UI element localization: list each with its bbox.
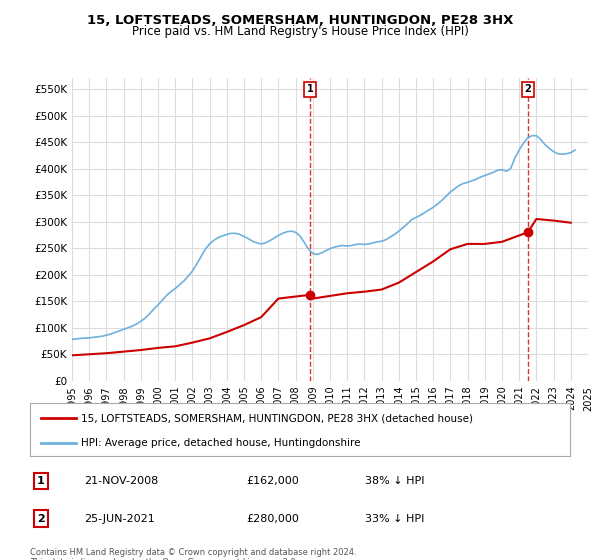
Text: 2: 2 bbox=[524, 85, 531, 95]
Text: 1: 1 bbox=[37, 476, 44, 486]
Text: Contains HM Land Registry data © Crown copyright and database right 2024.
This d: Contains HM Land Registry data © Crown c… bbox=[30, 548, 356, 560]
Text: 2: 2 bbox=[37, 514, 44, 524]
Text: HPI: Average price, detached house, Huntingdonshire: HPI: Average price, detached house, Hunt… bbox=[82, 438, 361, 448]
Text: £280,000: £280,000 bbox=[246, 514, 299, 524]
Text: 1: 1 bbox=[307, 85, 313, 95]
Text: 25-JUN-2021: 25-JUN-2021 bbox=[84, 514, 155, 524]
Text: 21-NOV-2008: 21-NOV-2008 bbox=[84, 476, 158, 486]
Text: 38% ↓ HPI: 38% ↓ HPI bbox=[365, 476, 424, 486]
Text: 33% ↓ HPI: 33% ↓ HPI bbox=[365, 514, 424, 524]
Text: 15, LOFTSTEADS, SOMERSHAM, HUNTINGDON, PE28 3HX (detached house): 15, LOFTSTEADS, SOMERSHAM, HUNTINGDON, P… bbox=[82, 413, 473, 423]
Text: £162,000: £162,000 bbox=[246, 476, 299, 486]
Text: Price paid vs. HM Land Registry's House Price Index (HPI): Price paid vs. HM Land Registry's House … bbox=[131, 25, 469, 38]
Text: 15, LOFTSTEADS, SOMERSHAM, HUNTINGDON, PE28 3HX: 15, LOFTSTEADS, SOMERSHAM, HUNTINGDON, P… bbox=[87, 14, 513, 27]
